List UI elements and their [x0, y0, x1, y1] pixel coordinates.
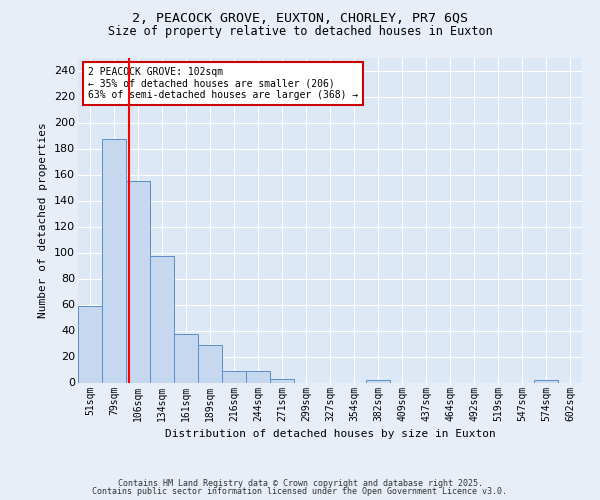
Y-axis label: Number of detached properties: Number of detached properties [38, 122, 49, 318]
Bar [78, 306, 102, 382]
Bar [222, 371, 246, 382]
Text: Size of property relative to detached houses in Euxton: Size of property relative to detached ho… [107, 25, 493, 38]
Text: Contains HM Land Registry data © Crown copyright and database right 2025.: Contains HM Land Registry data © Crown c… [118, 478, 482, 488]
Bar [126, 181, 150, 382]
Bar [102, 140, 126, 382]
Bar [366, 380, 390, 382]
Text: Contains public sector information licensed under the Open Government Licence v3: Contains public sector information licen… [92, 487, 508, 496]
Bar [534, 380, 558, 382]
X-axis label: Distribution of detached houses by size in Euxton: Distribution of detached houses by size … [164, 429, 496, 439]
Text: 2 PEACOCK GROVE: 102sqm
← 35% of detached houses are smaller (206)
63% of semi-d: 2 PEACOCK GROVE: 102sqm ← 35% of detache… [88, 67, 358, 100]
Bar [174, 334, 198, 382]
Bar [198, 345, 222, 383]
Bar [246, 371, 270, 382]
Bar [150, 256, 174, 382]
Text: 2, PEACOCK GROVE, EUXTON, CHORLEY, PR7 6QS: 2, PEACOCK GROVE, EUXTON, CHORLEY, PR7 6… [132, 12, 468, 26]
Bar [270, 378, 294, 382]
